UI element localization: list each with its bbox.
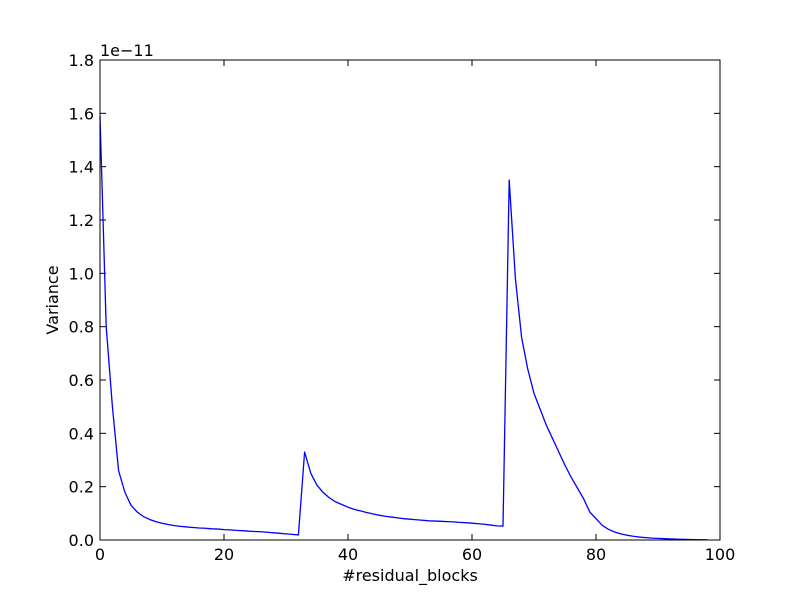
y-tick-label: 0.8 [69, 318, 94, 337]
y-tick-label: 1.8 [69, 51, 94, 70]
x-tick-label: 40 [338, 545, 358, 564]
x-tick-label: 60 [462, 545, 482, 564]
y-tick-label: 0.6 [69, 371, 94, 390]
y-tick-label: 0.0 [69, 531, 94, 550]
y-tick-label: 1.0 [69, 264, 94, 283]
x-tick-label: 80 [586, 545, 606, 564]
x-axis-label: #residual_blocks [342, 566, 478, 586]
x-tick-label: 20 [214, 545, 234, 564]
y-offset-label: 1e−11 [100, 41, 154, 60]
y-tick-label: 0.2 [69, 478, 94, 497]
x-tick-label: 100 [705, 545, 736, 564]
x-tick-label: 0 [95, 545, 105, 564]
y-tick-label: 1.4 [69, 158, 94, 177]
plot-frame [99, 59, 721, 541]
series-line [99, 115, 708, 541]
tick-group: 0 20 40 60 80 100 0.0 0.2 0.4 0.6 0.8 1.0 1.2 1.4 1.6 1… [69, 51, 736, 564]
y-tick-label: 1.6 [69, 104, 94, 123]
y-tick-label: 1.2 [69, 211, 94, 230]
y-tick-label: 0.4 [69, 424, 94, 443]
y-axis-label: Variance [43, 265, 62, 334]
